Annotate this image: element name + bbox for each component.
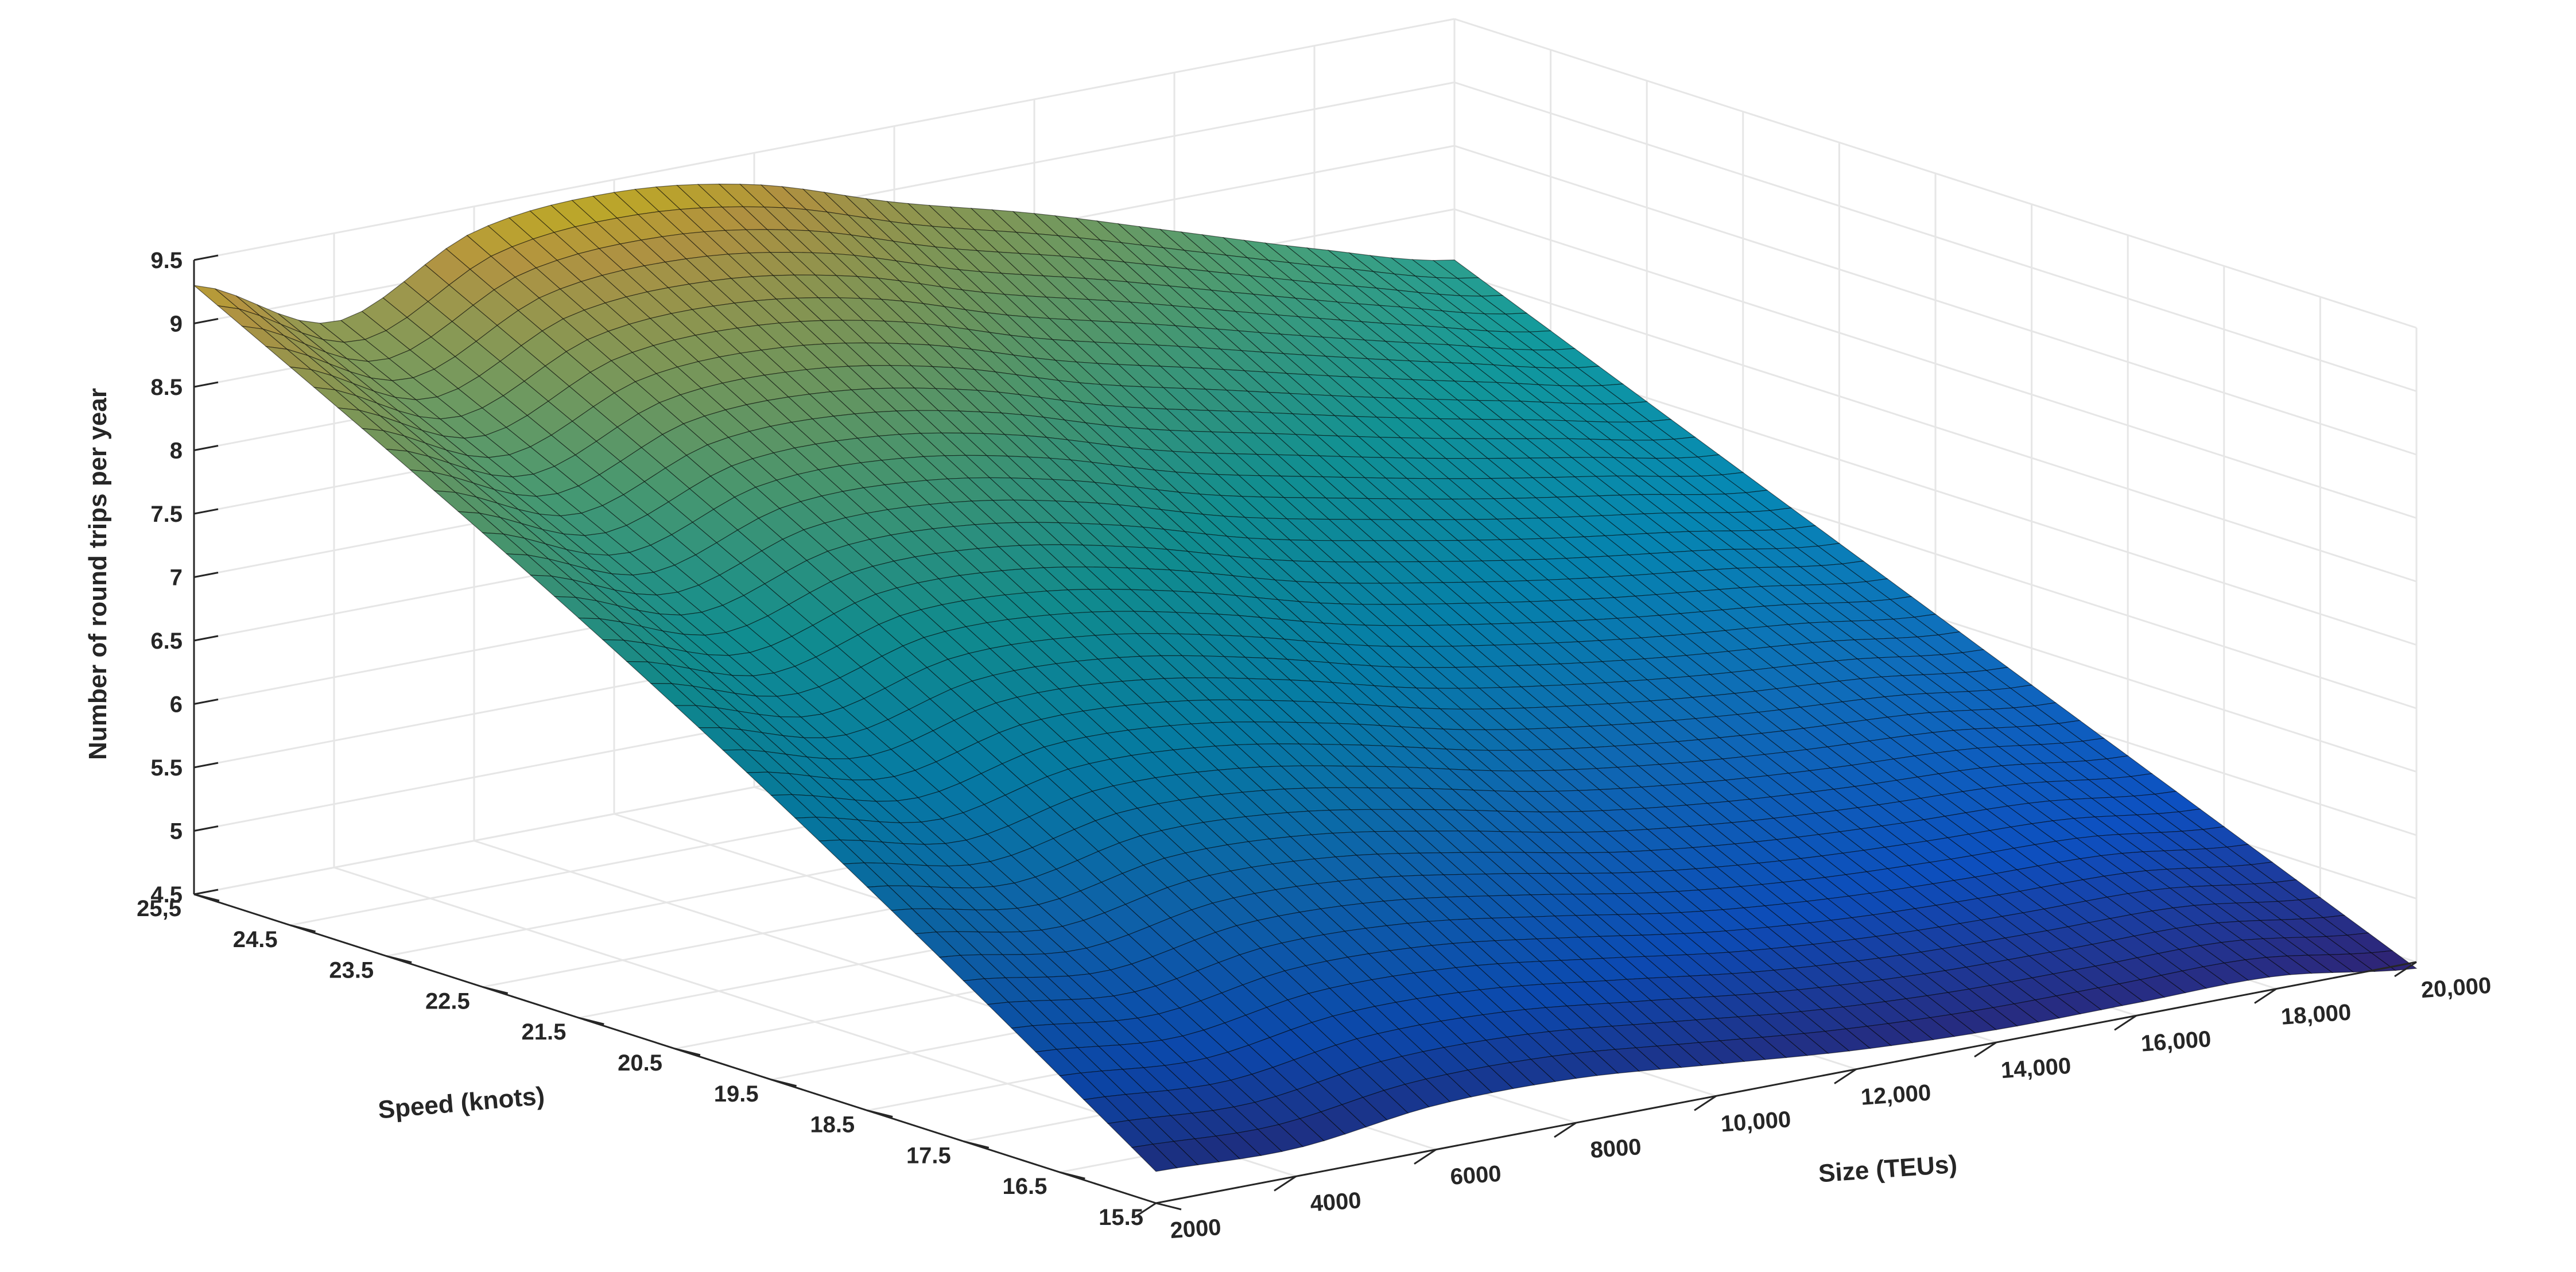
z-tick-label: 5 <box>170 819 183 844</box>
surface-mesh <box>192 183 2418 1172</box>
z-tick <box>193 635 219 642</box>
x-axis-label: Size (TEUs) <box>1818 1150 1958 1188</box>
y-tick <box>674 1048 701 1056</box>
y-tick <box>1155 1202 1182 1211</box>
y-tick <box>771 1079 797 1087</box>
y-tick <box>579 1017 604 1025</box>
y-tick-label: 25,5 <box>137 896 181 921</box>
y-tick-label: 22.5 <box>425 988 470 1014</box>
y-tick <box>193 893 220 902</box>
z-tick-label: 6.5 <box>150 629 183 654</box>
x-tick <box>1554 1122 1577 1138</box>
y-tick-label: 15.5 <box>1099 1205 1143 1230</box>
z-tick <box>193 889 219 895</box>
y-tick-label: 23.5 <box>329 958 374 983</box>
back-wall-grid-line <box>193 18 1455 261</box>
z-tick-label: 9 <box>170 312 183 337</box>
z-tick-label: 6 <box>170 692 183 718</box>
x-tick-label: 8000 <box>1589 1134 1642 1163</box>
z-tick-label: 5.5 <box>150 755 183 781</box>
x-tick-label: 4000 <box>1309 1188 1362 1216</box>
z-tick <box>193 381 219 388</box>
z-tick-label: 7 <box>170 565 183 591</box>
y-tick-label: 19.5 <box>714 1081 759 1107</box>
x-tick <box>1974 1041 1997 1058</box>
x-tick-label: 20,000 <box>2420 973 2492 1003</box>
x-tick <box>2254 988 2277 1004</box>
y-tick-label: 24.5 <box>233 927 278 952</box>
x-tick-label: 10,000 <box>1720 1107 1792 1137</box>
x-tick <box>2394 961 2417 978</box>
x-tick <box>1134 1202 1157 1219</box>
z-tick <box>193 699 219 705</box>
x-tick <box>2114 1015 2137 1031</box>
z-tick-label: 8 <box>170 439 183 464</box>
z-tick <box>193 572 219 578</box>
z-tick-label: 7.5 <box>150 502 183 527</box>
side-wall-grid-line <box>1454 272 2417 583</box>
x-axis-line <box>1155 961 2417 1204</box>
x-tick-label: 6000 <box>1449 1161 1502 1190</box>
y-tick <box>386 955 412 964</box>
x-tick-label: 14,000 <box>2000 1053 2072 1083</box>
side-wall-grid-line <box>1454 18 2417 329</box>
side-wall-grid-line <box>1454 208 2417 519</box>
z-tick <box>193 318 219 324</box>
tick-labels: 2000 4000 6000 8000 10,000 12,000 14,000 16,000… <box>137 248 2492 1243</box>
x-tick-label: 12,000 <box>1860 1080 1932 1110</box>
z-axis-label: Number of round trips per year <box>84 388 112 760</box>
y-tick-label: 16.5 <box>1003 1174 1048 1199</box>
y-tick <box>867 1110 893 1118</box>
x-tick <box>1274 1176 1297 1192</box>
x-tick <box>1694 1095 1717 1111</box>
side-wall-grid-line <box>1454 145 2417 456</box>
side-wall-grid-line <box>1454 82 2417 392</box>
z-tick-label: 8.5 <box>150 375 183 400</box>
y-tick <box>963 1140 990 1149</box>
z-tick-label: 4.5 <box>150 882 183 908</box>
y-tick <box>290 924 316 933</box>
z-tick <box>193 254 219 261</box>
y-axis-label: Speed (knots) <box>377 1081 546 1124</box>
x-tick <box>1414 1149 1437 1165</box>
axes <box>193 254 2417 1219</box>
z-tick <box>193 762 219 769</box>
x-tick-label: 16,000 <box>2140 1026 2212 1056</box>
z-tick <box>193 825 219 832</box>
y-tick-label: 20.5 <box>618 1050 662 1076</box>
y-tick-label: 18.5 <box>810 1112 855 1138</box>
z-tick-label: 9.5 <box>150 248 183 273</box>
z-tick <box>193 508 219 515</box>
x-tick-label: 18,000 <box>2280 999 2352 1029</box>
surface-cell <box>2370 950 2418 971</box>
y-tick-label: 17.5 <box>906 1143 951 1168</box>
z-tick <box>193 445 219 451</box>
y-tick <box>1060 1171 1085 1180</box>
y-tick-label: 21.5 <box>522 1019 567 1045</box>
x-tick-label: 2000 <box>1169 1215 1222 1243</box>
x-tick <box>1834 1068 1857 1084</box>
y-tick <box>482 986 509 994</box>
